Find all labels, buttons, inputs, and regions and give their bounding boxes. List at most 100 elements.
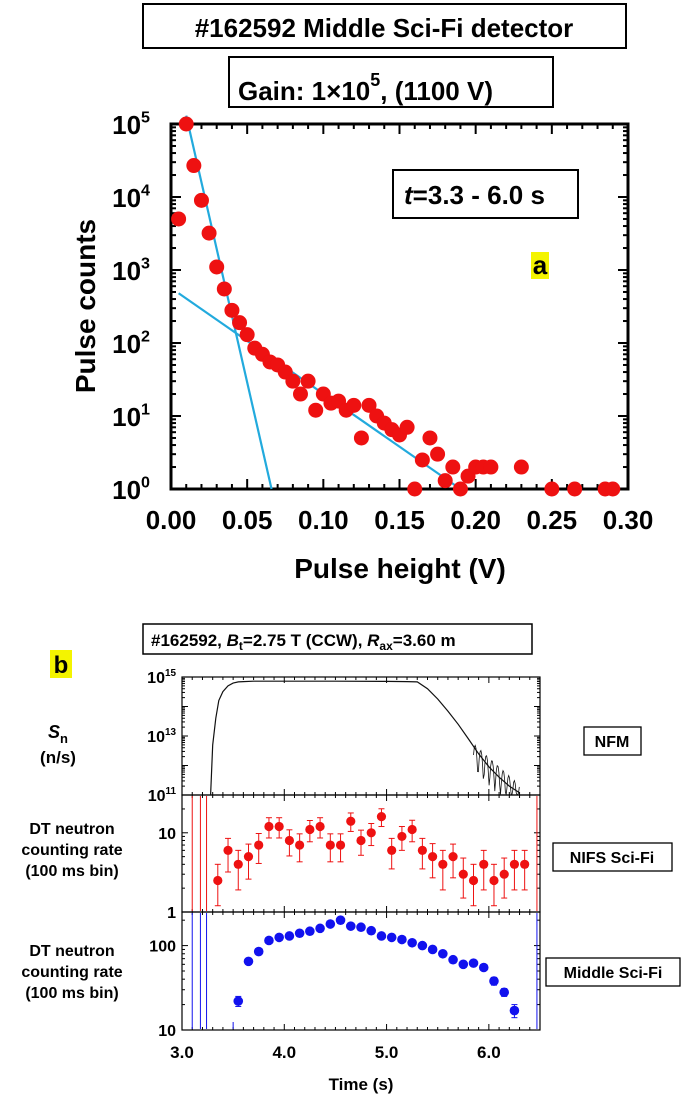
data-point: [414, 452, 430, 468]
time-range-label: t=3.3 - 6.0 s: [404, 180, 545, 210]
nifs-point: [346, 816, 356, 826]
nfm-label: NFM: [595, 734, 630, 751]
data-point: [437, 473, 453, 489]
panel-b-tick-labels: 3.0 4.0 5.0 6.0 1015 1013 1011 1 10 10 100: [147, 668, 501, 1062]
data-point: [300, 373, 316, 389]
nifs-point: [448, 852, 458, 862]
middle-point: [397, 934, 407, 945]
nifs-point: [233, 859, 243, 869]
data-point: [216, 281, 232, 297]
shot-header-box: [142, 623, 533, 655]
chart-title: #162592 Middle Sci-Fi detector: [195, 13, 574, 43]
middle-ylabel-line2: counting rate: [21, 964, 122, 981]
y-axis-label: Pulse counts: [70, 219, 101, 393]
middle-point: [509, 1005, 520, 1016]
nifs-point: [489, 875, 499, 886]
data-point: [209, 259, 225, 275]
data-point: [605, 481, 621, 497]
data-points: [171, 116, 621, 497]
panel-b: #162592, Bt=2.75 T (CCW), Rax=3.60 m b 3…: [21, 623, 681, 1094]
data-point: [224, 302, 240, 318]
y-tick-label: 101: [112, 400, 150, 432]
nifs-label-box: [552, 842, 673, 872]
nifs-point: [243, 852, 254, 862]
panel-a-label-highlight: [531, 252, 549, 279]
nifs-point: [428, 852, 438, 862]
shot-header: #162592, Bt=2.75 T (CCW), Rax=3.60 m: [151, 631, 456, 653]
middle-point: [345, 921, 356, 931]
data-point: [239, 327, 255, 343]
x-tick-label: 0.25: [527, 505, 578, 535]
middle-point: [315, 923, 325, 934]
middle-point: [458, 959, 469, 970]
nifs-ylabel-line2: counting rate: [21, 842, 122, 859]
data-point: [513, 459, 529, 475]
y-tick-label: 104: [112, 181, 150, 213]
middle-point: [448, 954, 458, 965]
middle-point: [335, 915, 346, 925]
nifs-point: [213, 875, 223, 886]
data-point: [308, 402, 324, 418]
sn-unit: (n/s): [40, 748, 76, 767]
middle-point: [417, 940, 428, 951]
data-point: [285, 373, 301, 389]
nifs-ylabel-line3: (100 ms bin): [25, 863, 118, 880]
panel-b-label: b: [54, 652, 69, 679]
nfm-noise: [473, 744, 520, 796]
title-box: [142, 3, 627, 49]
data-point: [346, 397, 362, 413]
nifs-point: [417, 845, 427, 855]
middle-ylabel-line1: DT neutron: [29, 943, 114, 960]
data-point: [399, 419, 415, 435]
nifs-y-tick-label: 1: [167, 905, 176, 922]
nifs-point: [499, 869, 509, 879]
time-tick-label: 6.0: [477, 1043, 501, 1062]
nfm-series: [210, 680, 520, 796]
nifs-point: [376, 812, 387, 822]
nifs-point: [325, 840, 335, 850]
y-tick-label: 102: [112, 327, 150, 359]
middle-point: [489, 976, 499, 986]
panel-a-label: a: [533, 250, 548, 280]
nifs-label: NIFS Sci-Fi: [570, 850, 654, 867]
data-point: [544, 481, 560, 497]
sn-label: Sn: [48, 722, 68, 746]
x-tick-label: 0.05: [222, 505, 273, 535]
middle-point: [233, 996, 244, 1006]
time-box: [392, 169, 579, 219]
middle-point: [294, 928, 305, 939]
nifs-point: [315, 821, 325, 832]
nifs-point: [520, 859, 530, 869]
nifs-point: [295, 840, 305, 850]
middle-point: [376, 931, 387, 941]
data-point: [567, 481, 583, 497]
gain-box: [228, 56, 554, 108]
nifs-point: [387, 845, 397, 855]
middle-point: [264, 935, 274, 946]
x-tick-label: 0.15: [374, 505, 425, 535]
nifs-point: [509, 859, 520, 869]
data-point: [193, 192, 209, 208]
nifs-point: [254, 840, 264, 850]
x-tick-label: 0.20: [450, 505, 501, 535]
nfm-frame: [181, 676, 541, 796]
time-tick-label: 5.0: [375, 1043, 399, 1062]
data-point: [353, 430, 369, 446]
x-axis-tick-labels: 0.00 0.05 0.10 0.15 0.20 0.25 0.30: [146, 505, 654, 535]
middle-point: [386, 932, 397, 943]
middle-point: [305, 926, 315, 937]
data-point: [452, 481, 468, 497]
nifs-point: [458, 869, 468, 879]
middle-label: Middle Sci-Fi: [564, 965, 663, 982]
nfm-line: [210, 680, 520, 796]
data-point: [186, 158, 202, 174]
data-point: [232, 315, 248, 331]
middle-point: [253, 946, 264, 957]
nifs-point: [366, 828, 376, 838]
data-point: [201, 225, 217, 241]
middle-y-tick-label: 100: [149, 939, 176, 956]
y-tick-label: 100: [112, 473, 150, 505]
middle-point: [427, 944, 438, 955]
y-tick-label: 103: [112, 254, 150, 286]
